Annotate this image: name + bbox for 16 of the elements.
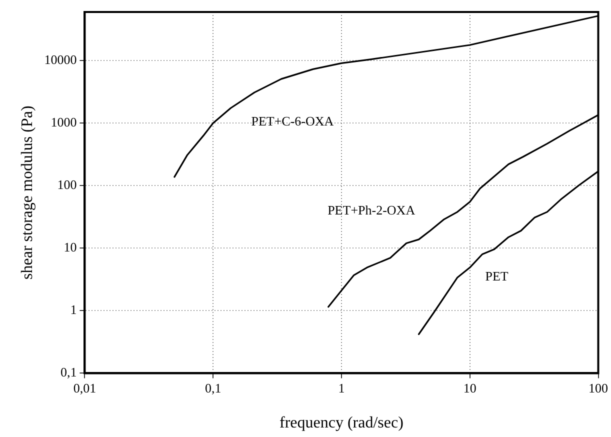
y-axis-title: shear storage modulus (Pa) [18,106,36,280]
x-axis-title: frequency (rad/sec) [280,414,404,432]
y-tick-label: 0,1 [60,364,77,380]
x-tick-label: 10 [463,380,476,396]
y-tick-label: 1 [70,302,77,318]
y-tick-label: 10 [64,240,77,255]
x-tick-label: 0,01 [73,380,96,396]
series-label: PET+Ph-2-OXA [328,202,416,218]
series-label: PET+C-6-OXA [251,113,334,128]
y-tick-label: 10000 [44,52,77,68]
series-label: PET [485,268,508,284]
x-tick-label: 0,1 [204,380,222,396]
y-tick-label: 1000 [50,114,77,130]
y-tick-label: 100 [57,177,77,192]
x-tick-label: 1 [338,380,345,396]
x-tick-label: 100 [588,380,608,396]
